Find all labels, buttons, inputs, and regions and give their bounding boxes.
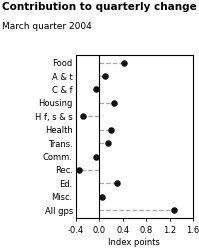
Point	[100, 195, 104, 199]
Text: Contribution to quarterly change: Contribution to quarterly change	[2, 2, 197, 12]
Point	[103, 74, 107, 78]
Point	[109, 128, 112, 132]
Point	[115, 181, 118, 185]
Point	[106, 141, 109, 145]
Point	[112, 101, 115, 105]
Point	[173, 208, 176, 212]
X-axis label: Index points: Index points	[108, 238, 160, 247]
Point	[81, 114, 84, 118]
Text: March quarter 2004: March quarter 2004	[2, 22, 92, 31]
Point	[95, 155, 98, 158]
Point	[77, 168, 80, 172]
Point	[122, 61, 125, 64]
Point	[95, 88, 98, 92]
